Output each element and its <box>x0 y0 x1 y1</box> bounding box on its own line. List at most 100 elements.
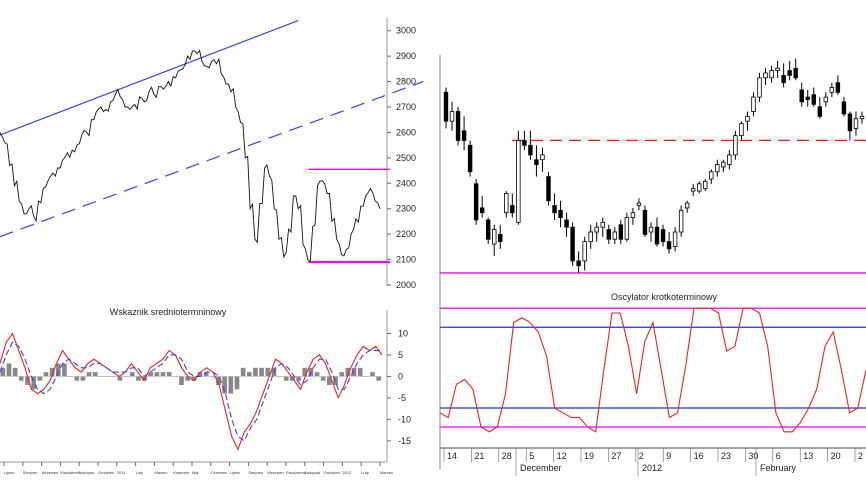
left-indicator-xtick-label: Listopad <box>305 470 320 475</box>
candle-body <box>612 231 618 240</box>
left-indicator-histogram-bar <box>370 372 375 377</box>
right-xtick-label: 20 <box>831 451 841 461</box>
left-indicator-blue-line <box>0 341 382 442</box>
candle-body <box>504 193 509 214</box>
candle-body <box>534 159 539 165</box>
left-indicator-histogram-bar <box>129 372 135 377</box>
candle-body <box>763 72 768 79</box>
left-indicator-histogram-bar <box>191 376 197 381</box>
right-xgroup-label: December <box>520 463 562 473</box>
right-xtick-label: 13 <box>803 451 813 461</box>
left-indicator-histogram-bar <box>154 372 160 377</box>
left-price-panel: 3000 2900 2800 2700 2600 2500 2400 2300 2200 2100… <box>0 19 424 290</box>
candle-body <box>660 229 666 243</box>
left-indicator-histogram-bar <box>339 372 345 377</box>
candle-body <box>449 111 455 122</box>
left-indicator-ytick-label: -15 <box>398 436 411 446</box>
candle-body <box>841 101 847 115</box>
left-indicator-histogram-bar <box>345 367 351 377</box>
candle-body <box>648 226 654 233</box>
left-indicator-histogram-bar <box>148 372 154 377</box>
left-indicator-histogram-bar <box>234 376 240 390</box>
left-price-ytick-label: 3000 <box>396 26 416 36</box>
left-indicator-xtick-label: Wrzesien <box>42 470 59 475</box>
candle-body <box>582 241 587 262</box>
candle-body <box>467 144 473 173</box>
right-xtick-label: 14 <box>447 451 457 461</box>
candle-body <box>485 219 491 240</box>
candle-body <box>528 144 533 156</box>
candle-body <box>739 123 744 137</box>
left-indicator-xtick-label: Lipiec <box>4 470 14 475</box>
left-indicator-histogram-bar <box>240 367 246 377</box>
left-indicator-histogram-bar <box>86 372 92 377</box>
left-indicator-xtick-label: Pazdziernik <box>60 470 81 475</box>
left-indicator-xtick-label: 2011 <box>117 470 126 475</box>
left-indicator-histogram-bar <box>55 363 61 377</box>
right-xtick-label: 2 <box>858 451 863 461</box>
candle-body <box>455 111 461 141</box>
candle-body <box>558 209 563 218</box>
candle-body <box>787 70 792 76</box>
candle-body <box>606 229 611 240</box>
left-indicator-histogram-bar <box>166 372 172 377</box>
left-indicator-histogram-bar <box>179 376 184 385</box>
left-indicator-histogram-bar <box>351 367 357 377</box>
candle-body <box>799 89 804 103</box>
candle-body <box>522 140 527 146</box>
left-indicator-histogram-bar <box>31 376 36 390</box>
right-xtick-label: 28 <box>502 451 512 461</box>
candle-body <box>666 241 672 250</box>
left-indicator-histogram-bar <box>25 376 30 385</box>
left-indicator-xtick-label: Czerwiec <box>211 470 227 475</box>
candle-body <box>769 70 774 79</box>
left-indicator-histogram-bar <box>43 372 49 377</box>
right-xtick-label: 16 <box>694 451 704 461</box>
left-indicator-xtick-label: Listopad <box>79 470 94 475</box>
candle-body <box>636 202 642 206</box>
candle-body <box>630 212 636 218</box>
left-indicator-histogram-bar <box>283 376 289 381</box>
candle-body <box>540 154 545 161</box>
candle-body <box>570 226 575 262</box>
oscillator-line <box>439 307 866 433</box>
left-indicator-xtick-label: Pazdziernik <box>286 470 307 475</box>
left-indicator-histogram-bar <box>327 376 332 385</box>
trend-channel-solid <box>0 19 299 136</box>
candle-body <box>823 96 829 103</box>
left-indicator-histogram-bar <box>216 376 221 385</box>
left-price-ytick-label: 2600 <box>396 127 416 137</box>
candle-body <box>492 229 497 245</box>
candle-body <box>684 202 690 209</box>
left-price-ytick-label: 2500 <box>396 153 416 163</box>
left-indicator-histogram-bar <box>259 367 264 377</box>
candle-body <box>678 209 684 233</box>
right-xtick-label: 12 <box>557 451 567 461</box>
right-xtick-label: 21 <box>474 451 484 461</box>
right-xtick-label: 5 <box>529 451 534 461</box>
candle-body <box>461 130 467 141</box>
candle-body <box>443 91 449 122</box>
candle-body <box>564 219 569 228</box>
candle-body <box>817 106 823 117</box>
left-indicator-ytick-label: 5 <box>398 350 403 360</box>
left-indicator-ytick-label: 0 <box>398 371 403 381</box>
left-indicator-histogram-bar <box>117 376 123 381</box>
left-indicator-ytick-label: 10 <box>398 328 408 338</box>
candle-body <box>624 217 630 240</box>
left-indicator-xtick-label: Lipiec <box>230 470 240 475</box>
left-indicator-histogram-bar <box>197 372 203 377</box>
left-indicator-histogram-bar <box>376 376 381 381</box>
candle-body <box>473 183 479 221</box>
right-xgroup-label: 2012 <box>642 463 662 473</box>
right-oscillator-title: Oscylator krotkoterminowy <box>611 292 718 302</box>
left-indicator-histogram-bar <box>0 367 6 377</box>
right-xtick-label: 19 <box>584 451 594 461</box>
left-indicator-ytick-label: -10 <box>398 414 411 424</box>
left-indicator-histogram-bar <box>80 376 86 381</box>
right-oscillator-panel <box>439 307 866 433</box>
candle-body <box>697 183 702 192</box>
left-indicator-histogram-bar <box>203 372 209 377</box>
